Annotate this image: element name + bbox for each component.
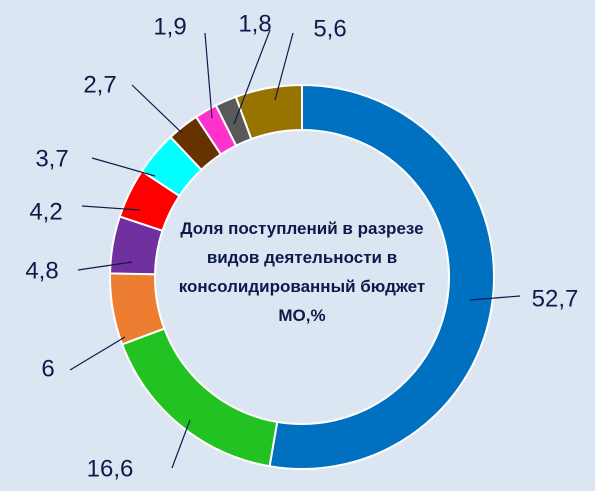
donut-segment — [234, 83, 303, 141]
data-label: 4,8 — [25, 257, 58, 284]
data-label: 1,9 — [153, 13, 186, 40]
data-label: 4,2 — [29, 198, 62, 225]
leader-line — [131, 84, 183, 134]
leader-line — [233, 29, 271, 125]
data-label: 1,8 — [238, 10, 271, 37]
leader-line — [69, 336, 126, 371]
data-label: 2,7 — [83, 71, 116, 98]
data-label: 16,6 — [87, 455, 134, 482]
donut-segment — [120, 327, 279, 468]
leader-line — [274, 32, 294, 101]
data-label: 5,6 — [313, 15, 346, 42]
leader-line — [81, 205, 141, 211]
leader-line — [469, 295, 521, 301]
chart-title: Доля поступлений в разрезе видов деятель… — [178, 219, 426, 325]
data-label: 52,7 — [532, 285, 579, 312]
donut-segment — [268, 83, 495, 470]
data-label: 3,7 — [35, 145, 68, 172]
leader-line — [77, 261, 133, 271]
leader-line — [91, 157, 156, 177]
leader-line — [204, 32, 213, 119]
data-label: 6 — [41, 355, 54, 382]
leader-line — [171, 419, 191, 469]
